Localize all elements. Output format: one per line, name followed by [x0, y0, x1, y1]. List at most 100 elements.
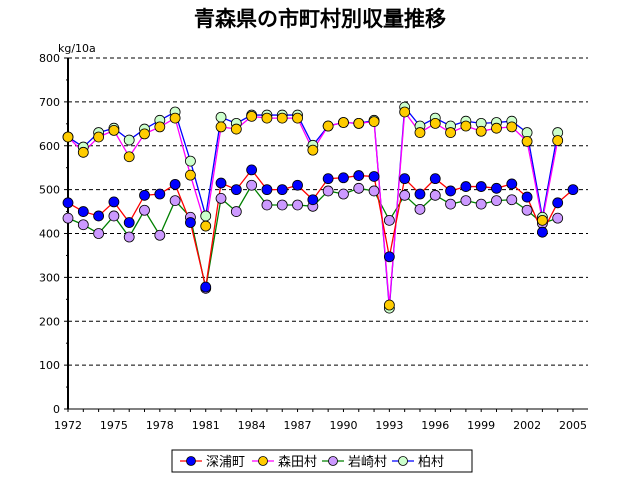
data-point	[475, 198, 487, 210]
data-point	[491, 122, 502, 134]
data-point	[414, 127, 426, 138]
data-point	[338, 117, 349, 128]
data-point	[429, 189, 441, 201]
data-point	[491, 195, 502, 206]
x-tick-label: 2002	[513, 419, 541, 432]
x-tick-label: 1996	[421, 419, 449, 432]
y-tick-label: 0	[53, 403, 60, 416]
data-point	[230, 184, 242, 196]
data-point	[261, 112, 273, 124]
y-tick-label: 400	[39, 228, 60, 241]
legend-label: 岩崎村	[348, 455, 387, 470]
data-point	[246, 179, 258, 191]
legend-label: 深浦町	[206, 455, 245, 470]
legend: 深浦町 森田村 岩崎村 柏村	[171, 449, 473, 473]
x-tick-label: 1987	[284, 419, 312, 432]
data-point	[108, 210, 120, 222]
data-point	[307, 194, 319, 206]
data-point	[77, 219, 89, 231]
data-point	[200, 281, 212, 293]
data-point	[368, 185, 380, 197]
data-point	[93, 131, 105, 143]
data-point	[261, 199, 273, 211]
data-point	[506, 194, 518, 206]
data-point	[353, 170, 365, 181]
chart-title: 青森県の市町村別収量推移	[194, 7, 446, 31]
data-point	[383, 214, 395, 226]
data-point	[460, 195, 472, 206]
x-tick-label: 1999	[467, 419, 495, 432]
y-tick-label: 700	[39, 96, 60, 109]
data-point	[552, 135, 564, 146]
data-point	[521, 191, 533, 203]
series-深浦町	[67, 168, 574, 288]
data-point	[460, 181, 472, 192]
data-point	[215, 111, 227, 123]
data-point	[139, 128, 150, 140]
data-point	[399, 106, 411, 118]
data-point	[230, 206, 242, 217]
data-point	[185, 217, 196, 228]
y-tick-label: 500	[39, 184, 60, 197]
data-point	[552, 197, 564, 209]
y-tick-label: 200	[39, 315, 60, 328]
data-point	[154, 229, 166, 241]
data-point	[322, 173, 334, 185]
data-point	[414, 203, 426, 215]
data-point	[200, 220, 212, 232]
data-point	[429, 117, 441, 129]
data-point	[123, 134, 135, 146]
data-point	[521, 204, 533, 216]
legend-label: 柏村	[418, 455, 444, 470]
data-point	[460, 120, 472, 132]
data-point	[368, 171, 380, 182]
y-tick-label: 800	[39, 52, 60, 65]
data-point	[276, 112, 288, 124]
data-point	[261, 184, 273, 196]
data-point	[62, 212, 74, 224]
data-point	[292, 179, 303, 191]
x-tick-label: 1993	[375, 419, 403, 432]
data-point	[353, 117, 365, 129]
data-point	[567, 184, 579, 196]
data-point	[338, 172, 349, 184]
data-point	[215, 192, 227, 204]
data-point	[292, 112, 303, 124]
data-point	[475, 125, 487, 137]
data-point	[536, 226, 548, 238]
data-point	[108, 196, 120, 208]
data-point	[536, 214, 548, 226]
data-point	[215, 177, 227, 189]
data-point	[185, 155, 196, 167]
legend-label: 森田村	[278, 455, 317, 470]
data-point	[169, 178, 181, 190]
data-point	[169, 195, 181, 206]
data-point	[169, 112, 181, 124]
data-point	[353, 182, 365, 194]
legend-marker	[398, 456, 408, 466]
data-point	[521, 135, 533, 147]
y-tick-label: 100	[39, 359, 60, 372]
y-axis-label: kg/10a	[58, 42, 96, 55]
data-point	[445, 198, 456, 210]
data-point	[139, 204, 150, 216]
data-point	[215, 121, 227, 133]
data-point	[445, 127, 456, 138]
data-point	[123, 231, 135, 243]
data-point	[77, 146, 89, 158]
legend-marker	[186, 456, 196, 466]
data-point	[383, 251, 395, 263]
data-point	[154, 121, 166, 133]
data-point	[62, 131, 74, 143]
y-tick-label: 300	[39, 271, 60, 284]
data-point	[77, 206, 89, 217]
data-point	[200, 210, 212, 222]
data-point	[383, 299, 395, 311]
data-point	[399, 189, 411, 201]
data-point	[399, 173, 411, 185]
data-point	[108, 124, 120, 136]
x-tick-label: 1975	[100, 419, 128, 432]
x-tick-label: 1981	[192, 419, 220, 432]
data-point	[246, 164, 258, 176]
data-point	[123, 217, 135, 228]
